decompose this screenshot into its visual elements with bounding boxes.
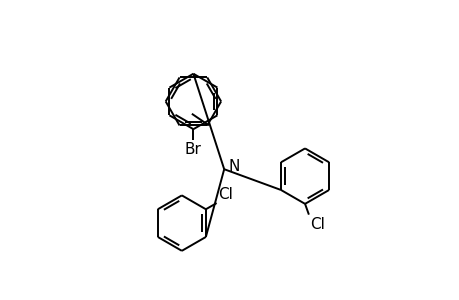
Text: Cl: Cl (218, 187, 233, 202)
Text: Cl: Cl (310, 217, 325, 232)
Text: N: N (228, 159, 239, 174)
Text: Br: Br (185, 142, 202, 157)
